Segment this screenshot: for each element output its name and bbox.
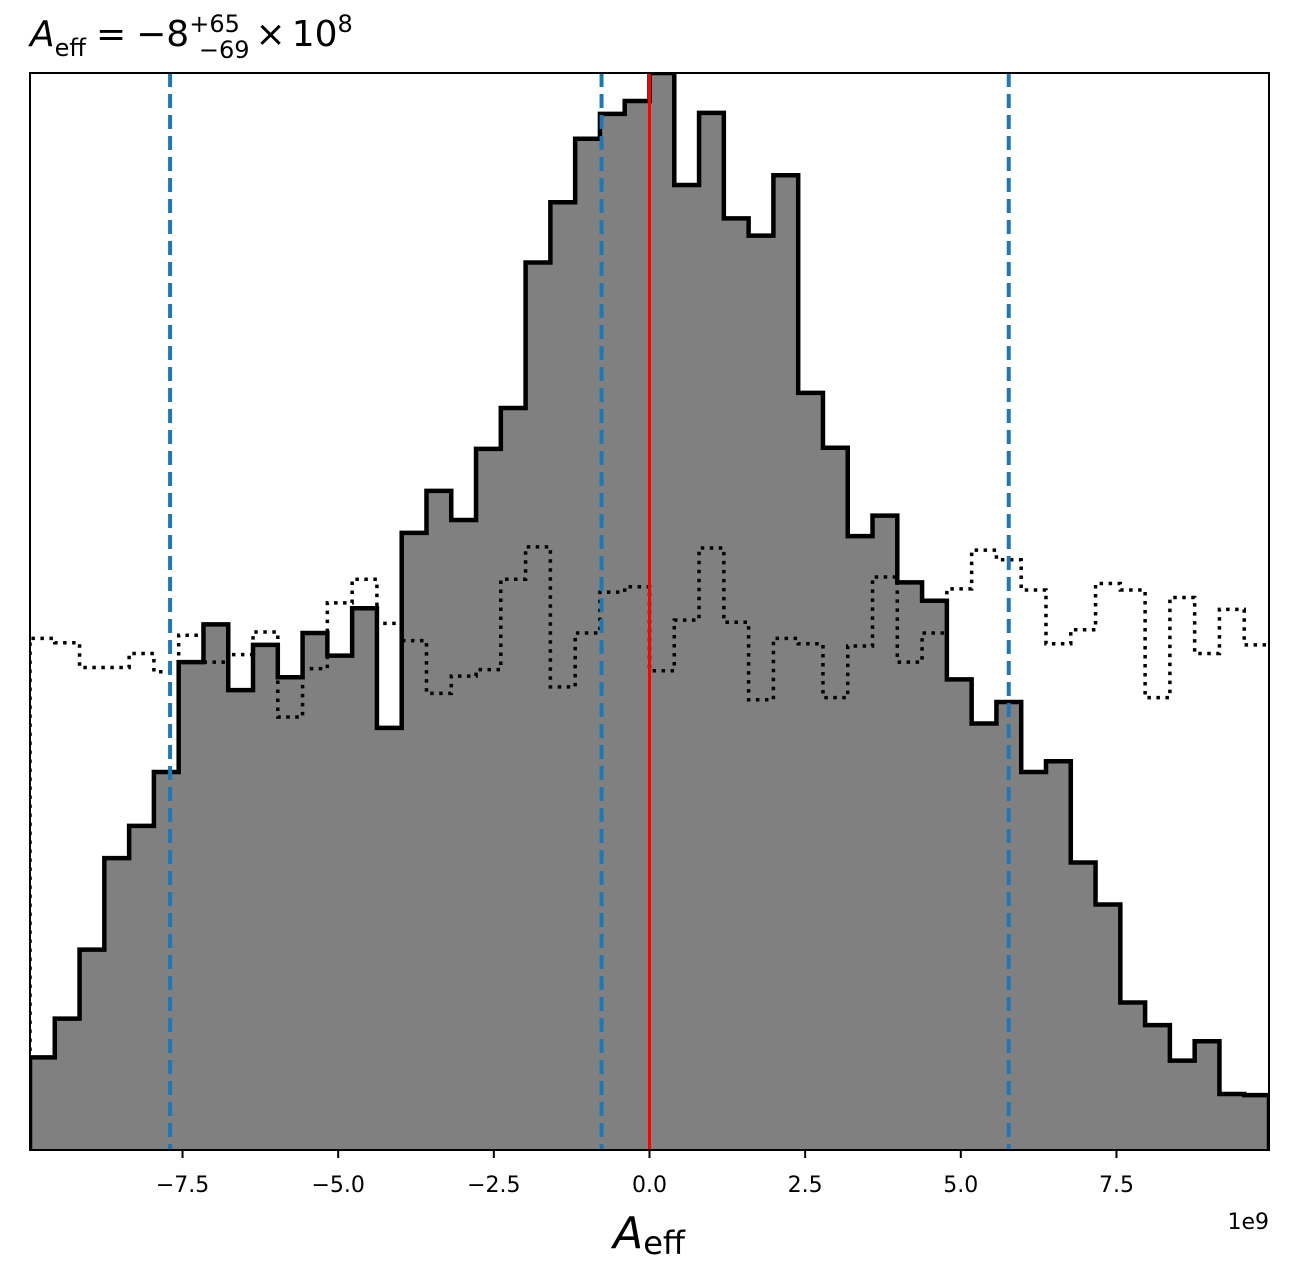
posterior-bar: [599, 113, 626, 1150]
x-tick-label: 5.0: [943, 1173, 978, 1198]
posterior-bar: [401, 532, 428, 1150]
posterior-bar: [624, 101, 651, 1150]
title-upper-error: +65: [189, 10, 240, 38]
posterior-bar: [748, 235, 774, 1150]
posterior-bar: [971, 723, 998, 1150]
posterior-bar: [1045, 761, 1072, 1150]
posterior-bar: [550, 202, 576, 1150]
posterior-bar: [79, 949, 105, 1150]
posterior-bar: [872, 515, 898, 1150]
x-tick-label: 2.5: [788, 1173, 823, 1198]
posterior-bar: [228, 690, 254, 1150]
posterior-bar: [1070, 862, 1097, 1150]
x-offset-label: 1e9: [1227, 1210, 1269, 1235]
posterior-histogram: [30, 73, 1269, 1150]
title-equals: =: [96, 14, 126, 55]
title-times: ×: [256, 14, 286, 55]
posterior-bar: [1021, 771, 1047, 1150]
posterior-bar: [104, 858, 130, 1150]
posterior-bar: [129, 825, 155, 1150]
title-lower-error: −69: [199, 36, 250, 64]
posterior-bar: [798, 392, 824, 1150]
x-tick-label: −2.5: [467, 1173, 520, 1198]
plot-area: [30, 73, 1269, 1150]
title-value: −8: [136, 14, 189, 55]
posterior-bar: [203, 624, 229, 1150]
xlabel-subscript: eff: [643, 1224, 686, 1262]
title-symbol-subscript: eff: [55, 34, 87, 62]
posterior-bar: [897, 582, 923, 1150]
x-tick-label: 7.5: [1099, 1173, 1134, 1198]
posterior-bar: [773, 175, 799, 1150]
posterior-bar: [699, 112, 725, 1150]
posterior-bar: [1194, 1041, 1221, 1150]
posterior-bar: [476, 448, 502, 1150]
posterior-bar: [451, 519, 477, 1150]
posterior-bar: [822, 447, 849, 1150]
title-base: 10: [292, 14, 338, 55]
posterior-bar: [376, 727, 403, 1150]
x-axis-label: Aeff: [610, 1208, 686, 1262]
chart-title: Aeff = −8+65 −69 × 108: [28, 10, 353, 64]
posterior-bar: [649, 73, 675, 1150]
posterior-bar: [946, 679, 973, 1150]
posterior-bar: [922, 600, 948, 1150]
posterior-bar: [178, 662, 205, 1150]
posterior-bar: [847, 536, 874, 1150]
posterior-bar: [277, 677, 304, 1150]
posterior-bar: [327, 655, 353, 1150]
posterior-bar: [723, 218, 750, 1150]
posterior-bar: [1169, 1060, 1196, 1150]
posterior-bar: [302, 633, 328, 1150]
title-symbol: A: [28, 14, 55, 55]
x-axis-ticks: −7.5 −5.0 −2.5 0.0 2.5 5.0 7.5: [156, 1150, 1134, 1198]
posterior-bar: [54, 1018, 81, 1150]
x-tick-label: −5.0: [311, 1173, 364, 1198]
posterior-bar: [674, 185, 700, 1150]
posterior-bar: [1120, 1002, 1146, 1150]
x-tick-label: −7.5: [156, 1173, 209, 1198]
posterior-bar: [426, 490, 452, 1150]
posterior-bar: [1145, 1025, 1171, 1150]
posterior-bar: [30, 1057, 56, 1150]
title-exponent: 8: [338, 10, 353, 38]
x-tick-label: 0.0: [632, 1173, 667, 1198]
posterior-bar: [575, 138, 601, 1150]
posterior-bar: [525, 262, 551, 1150]
posterior-bar: [1244, 1095, 1269, 1150]
posterior-bar: [153, 771, 180, 1150]
xlabel-symbol: A: [610, 1208, 643, 1259]
posterior-bar: [500, 407, 527, 1150]
posterior-bar: [352, 608, 378, 1150]
posterior-bar: [1095, 904, 1121, 1150]
posterior-bar: [1219, 1093, 1245, 1150]
posterior-bar: [253, 644, 279, 1150]
